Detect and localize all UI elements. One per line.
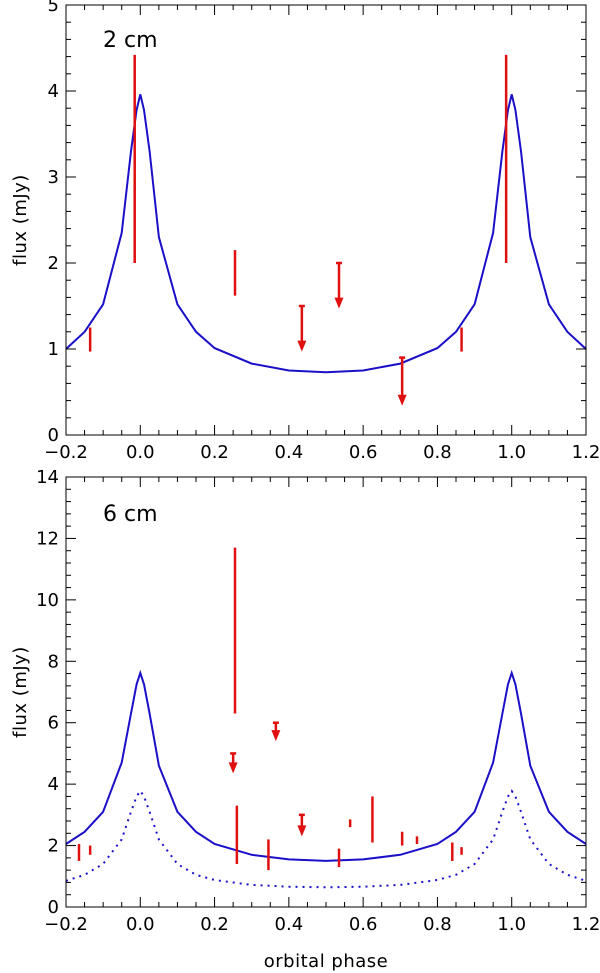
y-tick-label-6cm: 8	[48, 651, 59, 672]
y-tick-label-2cm: 3	[48, 167, 59, 188]
plot-area-6cm	[65, 547, 587, 889]
axes-2cm: −0.2 0.0 0.2 0.4 0.6 0.8 1.0 1.2 0 1 2 3 4 5	[44, 0, 600, 463]
upper-limit-arrow-2cm-1	[334, 261, 344, 309]
plot-area-2cm	[65, 54, 587, 406]
upper-limit-arrow-6cm-2	[297, 813, 307, 837]
y-tick-label-6cm: 12	[36, 528, 59, 549]
x-tick-label-2cm: 0.4	[275, 442, 304, 463]
plot-frame-6cm	[65, 476, 587, 908]
panel-label-6cm: 6 cm	[103, 502, 158, 527]
x-tick-label-2cm: 1.2	[572, 442, 600, 463]
y-tick-label-2cm: 4	[48, 81, 59, 102]
x-tick-label-6cm: 0.4	[275, 914, 304, 935]
x-tick-label-6cm: 0.6	[349, 914, 378, 935]
panel-label-2cm: 2 cm	[103, 28, 158, 53]
y-tick-label-2cm: 1	[48, 339, 59, 360]
model-curve-2cm-solid	[65, 94, 587, 374]
y-tick-label-2cm: 2	[48, 253, 59, 274]
x-tick-label-6cm: 0.2	[200, 914, 229, 935]
panel-6cm: −0.2 0.0 0.2 0.4 0.6 0.8 1.0 1.2 0 2 4 6 8 10 12 14 6 c…	[10, 467, 600, 972]
x-tick-label-6cm: 0.8	[423, 914, 452, 935]
upper-limit-arrow-2cm-2	[397, 356, 407, 406]
x-tick-label-6cm: −0.2	[44, 914, 88, 935]
x-tick-label-6cm: 1.0	[497, 914, 526, 935]
axes-6cm: −0.2 0.0 0.2 0.4 0.6 0.8 1.0 1.2 0 2 4 6 8 10 12 14	[36, 467, 600, 935]
panel-2cm: −0.2 0.0 0.2 0.4 0.6 0.8 1.0 1.2 0 1 2 3 4 5 2 cm flu…	[10, 0, 600, 463]
x-axis-label: orbital phase	[264, 951, 388, 972]
y-tick-label-2cm: 0	[48, 425, 59, 446]
x-tick-label-2cm: 0.2	[200, 442, 229, 463]
y-tick-label-6cm: 10	[36, 590, 59, 611]
model-curve-6cm-solid	[65, 669, 587, 862]
x-tick-label-6cm: 1.2	[572, 914, 600, 935]
plot-frame-2cm	[65, 4, 587, 436]
y-axis-label-2cm: flux (mJy)	[10, 174, 31, 266]
x-tick-label-2cm: −0.2	[44, 442, 88, 463]
x-tick-label-2cm: 0.8	[423, 442, 452, 463]
y-tick-label-6cm: 2	[48, 836, 59, 857]
y-tick-label-6cm: 6	[48, 713, 59, 734]
y-tick-label-6cm: 4	[48, 774, 59, 795]
y-tick-label-2cm: 5	[48, 0, 59, 16]
x-tick-label-2cm: 0.6	[349, 442, 378, 463]
x-tick-label-2cm: 0.0	[126, 442, 155, 463]
x-tick-label-6cm: 0.0	[126, 914, 155, 935]
upper-limit-arrow-2cm-0	[297, 304, 307, 352]
upper-limit-arrow-6cm-0	[228, 752, 238, 774]
y-tick-label-6cm: 14	[36, 467, 59, 488]
x-tick-label-2cm: 1.0	[497, 442, 526, 463]
model-curve-6cm-dotted	[65, 789, 587, 889]
upper-limit-arrow-6cm-1	[271, 721, 281, 742]
y-axis-label-6cm: flux (mJy)	[10, 646, 31, 738]
y-tick-label-6cm: 0	[48, 897, 59, 918]
